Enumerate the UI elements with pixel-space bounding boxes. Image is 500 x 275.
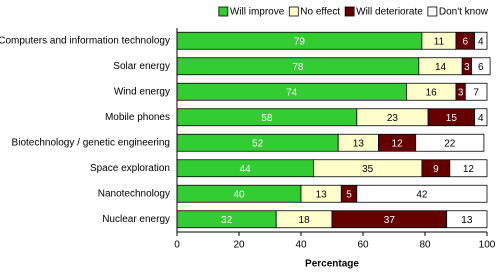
legend-swatch — [427, 6, 438, 17]
value-label: 74 — [286, 87, 298, 98]
bar-segment — [356, 184, 488, 203]
legend-swatch — [344, 6, 355, 17]
value-label: 12 — [463, 164, 475, 175]
value-label: 7 — [473, 87, 479, 98]
bar-segment — [449, 159, 488, 178]
value-label: 15 — [446, 113, 458, 124]
value-label: 12 — [392, 138, 404, 149]
x-tick-label: 0 — [174, 240, 180, 251]
value-label: 3 — [464, 62, 470, 73]
value-label: 6 — [463, 36, 469, 47]
value-label: 44 — [240, 164, 252, 175]
value-label: 40 — [233, 189, 245, 200]
legend: Will improve No effect Will deteriorate Don… — [218, 6, 489, 18]
value-label: 78 — [292, 62, 304, 73]
value-label: 52 — [252, 138, 264, 149]
value-label: 16 — [426, 87, 438, 98]
value-label: 13 — [353, 138, 365, 149]
x-axis-title: Percentage — [305, 259, 359, 270]
legend-swatch — [288, 6, 299, 17]
value-label: 35 — [362, 164, 374, 175]
y-tick-label: Solar energy — [113, 61, 170, 72]
x-tick-label: 60 — [357, 240, 369, 251]
y-tick-label: Wind energy — [114, 86, 170, 97]
value-label: 4 — [478, 36, 484, 47]
legend-swatch — [218, 6, 229, 17]
bar-segment — [415, 133, 485, 152]
value-label: 22 — [444, 138, 456, 149]
x-tick-label: 80 — [419, 240, 431, 251]
value-label: 23 — [387, 113, 399, 124]
x-tick-label: 100 — [479, 240, 496, 251]
legend-label: No effect — [300, 7, 340, 18]
bar-segment — [464, 82, 488, 101]
y-tick-label: Space exploration — [90, 163, 170, 174]
value-label: 9 — [433, 164, 439, 175]
legend-label: Will improve — [230, 7, 285, 18]
value-label: 6 — [478, 62, 484, 73]
value-label: 3 — [458, 87, 464, 98]
value-label: 37 — [384, 215, 396, 226]
value-label: 5 — [346, 189, 352, 200]
y-tick-label: Mobile phones — [105, 112, 170, 123]
bar-segment — [474, 31, 488, 50]
value-label: 13 — [316, 189, 328, 200]
y-tick-label: Biotechnology / genetic engineering — [12, 137, 170, 148]
bar-segment — [474, 108, 488, 127]
value-label: 4 — [478, 113, 484, 124]
legend-label: Will deteriorate — [356, 7, 423, 18]
bar-segment — [446, 210, 488, 229]
value-label: 18 — [299, 215, 311, 226]
value-label: 42 — [416, 189, 428, 200]
value-label: 11 — [434, 36, 445, 47]
value-label: 58 — [261, 113, 273, 124]
x-tick-label: 40 — [295, 240, 307, 251]
value-label: 79 — [294, 36, 306, 47]
x-tick-label: 20 — [233, 240, 245, 251]
value-label: 14 — [435, 62, 447, 73]
value-label: 13 — [461, 215, 473, 226]
y-tick-label: Nanotechnology — [98, 188, 170, 199]
legend-label: Don't know — [439, 7, 489, 18]
value-label: 32 — [221, 215, 233, 226]
y-tick-label: Computers and information technology — [0, 35, 170, 46]
bar-segment — [471, 57, 491, 76]
y-tick-label: Nuclear energy — [102, 214, 170, 225]
